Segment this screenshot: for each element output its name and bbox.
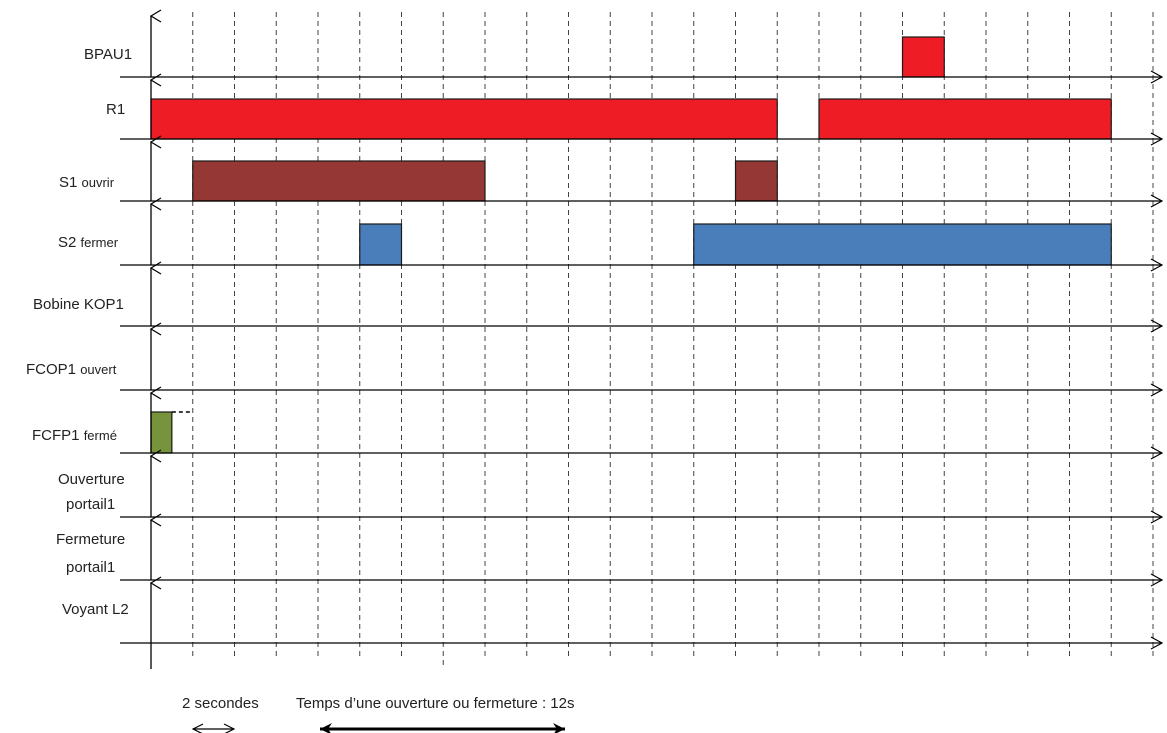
r1-pulse bbox=[818, 98, 1112, 140]
s1-pulse bbox=[192, 160, 486, 202]
label-s2: S2 fermer bbox=[58, 234, 119, 251]
label-fcop1: FCOP1 ouvert bbox=[26, 361, 117, 378]
note-cycle-time: Temps d’une ouverture ou fermeture : 12s bbox=[296, 695, 574, 712]
note-two-seconds: 2 secondes bbox=[182, 695, 259, 712]
s1-pulse bbox=[734, 160, 778, 202]
bpau1-pulse bbox=[901, 36, 945, 78]
label-s1: S1 ouvrir bbox=[59, 174, 115, 191]
signal-labels: BPAU1 R1 S1 ouvrir S2 fermer Bobine KOP1… bbox=[26, 46, 132, 618]
label-bpau1: BPAU1 bbox=[84, 46, 132, 63]
s2-pulse bbox=[359, 223, 403, 266]
s2-pulse bbox=[693, 223, 1112, 266]
fcfp1-pulse bbox=[150, 411, 173, 454]
signal-axes bbox=[120, 9, 1164, 669]
pulses bbox=[150, 36, 1112, 454]
label-fcfp1: FCFP1 fermé bbox=[32, 427, 117, 444]
label-ouverture-line2: portail1 bbox=[66, 496, 115, 513]
label-fermeture-line2: portail1 bbox=[66, 559, 115, 576]
r1-pulse bbox=[150, 98, 778, 140]
time-notes: 2 secondes Temps d’une ouverture ou ferm… bbox=[182, 695, 574, 733]
label-fermeture: Fermeture bbox=[56, 531, 125, 548]
label-kop1: Bobine KOP1 bbox=[33, 296, 124, 313]
label-voyant: Voyant L2 bbox=[62, 601, 129, 618]
label-ouverture: Ouverture bbox=[58, 471, 125, 488]
label-r1: R1 bbox=[106, 101, 125, 118]
